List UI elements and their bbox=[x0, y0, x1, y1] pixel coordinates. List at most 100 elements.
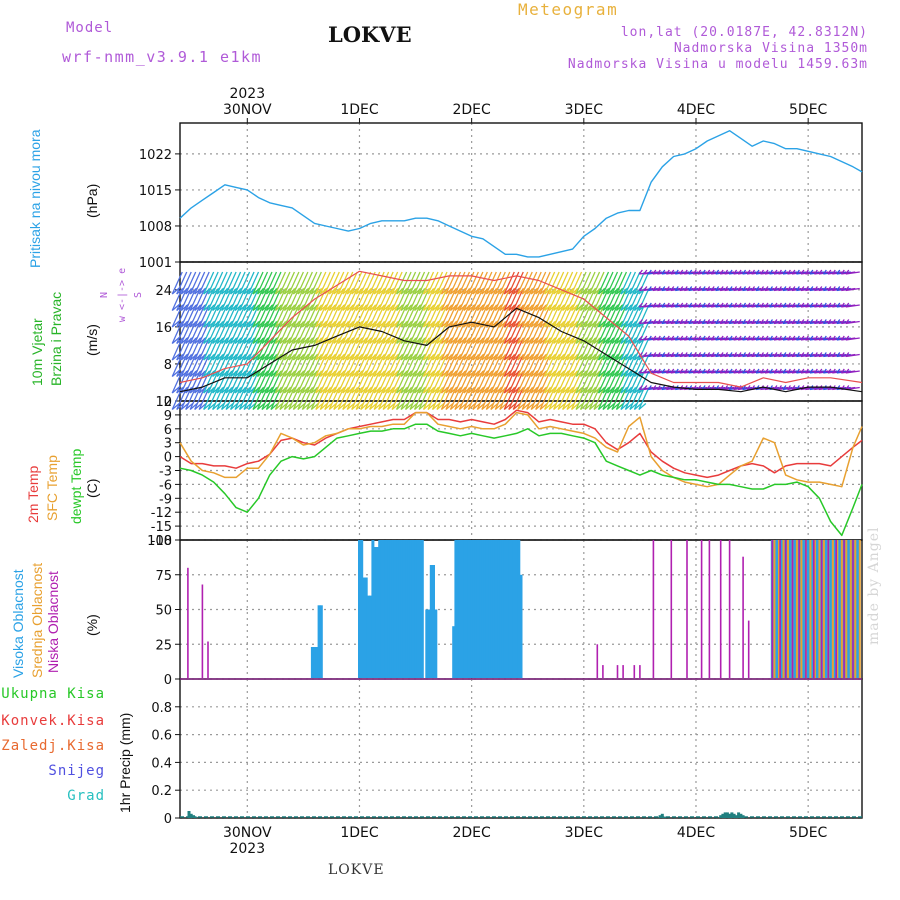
wind-barb bbox=[575, 370, 587, 394]
wind-barb bbox=[602, 337, 614, 361]
wind-barb bbox=[238, 370, 251, 394]
wind-barb bbox=[463, 321, 475, 344]
wind-barb-flag bbox=[185, 370, 194, 377]
wind-barb-flag bbox=[279, 353, 288, 361]
wind-barb-flag bbox=[373, 304, 382, 311]
wind-barb bbox=[225, 370, 237, 394]
wind-barb-flag bbox=[737, 385, 742, 390]
wind-barb bbox=[279, 354, 291, 377]
wind-barb bbox=[194, 321, 206, 344]
wind-barb-flag bbox=[512, 320, 521, 328]
wind-barb bbox=[176, 337, 188, 361]
wind-barb-flag bbox=[539, 370, 548, 377]
wind-barb-flag bbox=[301, 353, 310, 361]
wind-barb-flag bbox=[827, 368, 832, 374]
wind-barb-flag bbox=[840, 368, 845, 374]
bottom-date-label: 5DEC bbox=[789, 825, 828, 841]
wind-barb bbox=[508, 354, 520, 377]
wind-barb-flag bbox=[212, 304, 221, 311]
wind-barb bbox=[252, 387, 264, 410]
wind-barb-flag bbox=[737, 269, 742, 275]
wind-barb-flag bbox=[822, 286, 827, 291]
high-cloud-bar bbox=[420, 540, 424, 678]
wind-barb-flag bbox=[724, 368, 729, 374]
wind-barb bbox=[234, 337, 246, 361]
wind-barb bbox=[333, 288, 345, 311]
wind-barb-flag bbox=[818, 319, 823, 324]
wind-barb-flag bbox=[840, 269, 845, 275]
wind-barb bbox=[337, 304, 349, 328]
wind-barb bbox=[467, 271, 479, 295]
wind-barb-flag bbox=[620, 320, 629, 328]
wind-barb-flag bbox=[584, 386, 593, 394]
wind-barb-flag bbox=[337, 320, 346, 328]
wind-barb bbox=[597, 288, 610, 311]
wind-barb-flag bbox=[652, 352, 657, 357]
wind-barb-flag bbox=[346, 337, 355, 344]
wind-barb-flag bbox=[670, 352, 675, 357]
wind-barb bbox=[472, 321, 484, 344]
wind-barb-flag bbox=[624, 386, 633, 394]
wind-barb bbox=[615, 337, 628, 361]
wind-barb bbox=[373, 370, 385, 394]
wind-barb bbox=[597, 387, 610, 410]
wind-barb bbox=[633, 337, 645, 361]
wind-barb-flag bbox=[822, 335, 827, 341]
y-tick-label: 100 bbox=[147, 534, 172, 549]
wind-barb-flag bbox=[292, 370, 301, 377]
wind-barb bbox=[216, 387, 228, 410]
wind-barb-flag bbox=[297, 370, 306, 377]
wind-barb-flag bbox=[458, 370, 467, 377]
mid-cloud-bar bbox=[809, 540, 812, 678]
wind-barb bbox=[274, 288, 287, 311]
wind-barb bbox=[315, 304, 327, 328]
wind-barb-flag bbox=[656, 302, 661, 308]
wind-barb bbox=[579, 337, 592, 361]
wind-barb-flag bbox=[602, 304, 611, 311]
wind-barb-flag bbox=[275, 304, 283, 311]
wind-barb bbox=[620, 321, 632, 344]
wind-barb bbox=[413, 271, 426, 295]
wind-barb bbox=[400, 288, 412, 311]
wind-barb-flag bbox=[360, 403, 369, 410]
wind-barb bbox=[288, 321, 300, 344]
high-cloud-bar bbox=[470, 540, 474, 678]
wind-barb-flag bbox=[688, 319, 693, 324]
high-cloud-bar bbox=[393, 540, 397, 678]
wind-barb bbox=[499, 304, 511, 328]
wind-barb bbox=[413, 354, 426, 377]
wind-barb-flag bbox=[234, 403, 243, 410]
wind-barb bbox=[216, 354, 228, 377]
wind-barb-flag bbox=[548, 370, 557, 377]
wind-barb bbox=[570, 370, 583, 394]
wind-barb-flag bbox=[396, 304, 405, 311]
wind-barb bbox=[270, 337, 282, 361]
wind-barb bbox=[575, 387, 587, 410]
wind-barb bbox=[440, 354, 453, 377]
wind-barb bbox=[611, 387, 623, 410]
wind-barb bbox=[207, 370, 219, 394]
wind-barb-flag bbox=[261, 370, 270, 377]
wind-barb-flag bbox=[490, 386, 499, 394]
wind-barb-flag bbox=[387, 337, 396, 344]
bottom-year-label: 2023 bbox=[229, 841, 265, 857]
wind-barb bbox=[194, 304, 206, 328]
wind-barb bbox=[369, 354, 381, 377]
wind-barb bbox=[490, 288, 502, 311]
wind-barb-flag bbox=[481, 370, 490, 377]
wind-barb bbox=[499, 370, 511, 394]
wind-barb bbox=[391, 370, 403, 394]
wind-barb-flag bbox=[239, 353, 247, 361]
high-cloud-bar bbox=[806, 540, 810, 678]
wind-barb-flag bbox=[467, 370, 476, 377]
wind-barb-flag bbox=[602, 353, 611, 361]
wind-barb-flag bbox=[589, 320, 597, 328]
wind-barb bbox=[467, 321, 479, 344]
wind-barb-flag bbox=[719, 302, 724, 308]
wind-barb bbox=[553, 370, 565, 394]
wind-barb bbox=[593, 354, 605, 377]
low-cloud-bar bbox=[187, 567, 189, 678]
wind-barb-flag bbox=[661, 368, 666, 374]
wind-barb-flag bbox=[333, 370, 342, 377]
mid-cloud-bar bbox=[795, 540, 798, 678]
